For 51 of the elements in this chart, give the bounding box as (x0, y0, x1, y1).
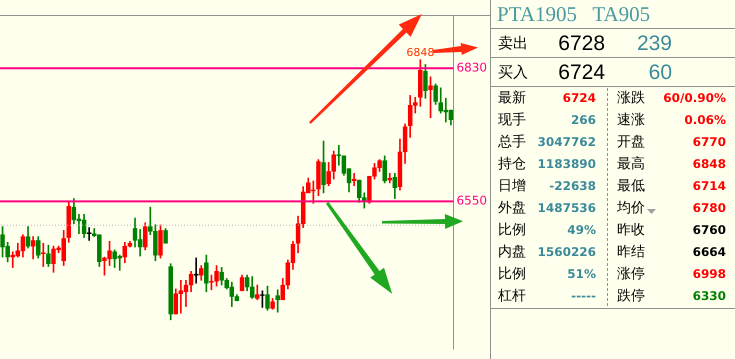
text: 买入 (498, 62, 528, 83)
text: 6770 (692, 134, 726, 151)
text: 卖出 (498, 33, 528, 54)
text: 6724 (558, 60, 605, 86)
text: 日增 (498, 177, 526, 196)
annotation: 6848 (406, 46, 434, 60)
text: 最高 (617, 155, 645, 174)
text: 外盘 (498, 199, 526, 218)
text: 总手 (498, 133, 526, 152)
text: 6780 (692, 200, 726, 217)
text: 49% (567, 222, 596, 239)
text: 3047762 (538, 134, 596, 151)
text: 昨结 (617, 243, 645, 262)
text: 比例 (498, 221, 526, 240)
text: 6724 (562, 90, 596, 107)
text: 持仓 (498, 155, 526, 174)
text: 比例 (498, 265, 526, 284)
text: 均价 (617, 199, 645, 218)
text: 速涨 (617, 111, 645, 130)
text: 现手 (498, 111, 526, 130)
candlestick (428, 76, 433, 118)
text: 6330 (692, 288, 726, 305)
text: 6714 (692, 178, 726, 195)
text: -22638 (549, 178, 596, 195)
text: 1487536 (538, 200, 596, 217)
text: 6664 (692, 244, 726, 261)
text: 6848 (692, 156, 726, 173)
text: 涨停 (617, 265, 645, 284)
text: 开盘 (617, 133, 645, 152)
text: 60/0.90% (663, 90, 726, 107)
text: 昨收 (617, 221, 645, 240)
text: PTA1905 TA905 (497, 2, 650, 27)
text: 6760 (692, 222, 726, 239)
text: 最低 (617, 177, 645, 196)
text: 跌停 (617, 287, 645, 306)
y-tick-label: 6550 (456, 194, 488, 208)
text: 60 (648, 60, 672, 86)
text: 内盘 (498, 243, 526, 262)
y-tick-label: 6830 (456, 60, 488, 74)
text: 杠杆 (498, 287, 526, 306)
text: ----- (571, 288, 596, 305)
text: 266 (570, 112, 596, 129)
text: 51% (567, 266, 596, 283)
text: 最新 (498, 89, 526, 108)
text: 239 (636, 31, 672, 57)
text: 1560226 (538, 244, 596, 261)
text: 0.06% (684, 112, 726, 129)
text: 1183890 (538, 156, 596, 173)
text: 6728 (558, 31, 605, 57)
text: 涨跌 (617, 89, 645, 108)
text: 6998 (692, 266, 726, 283)
